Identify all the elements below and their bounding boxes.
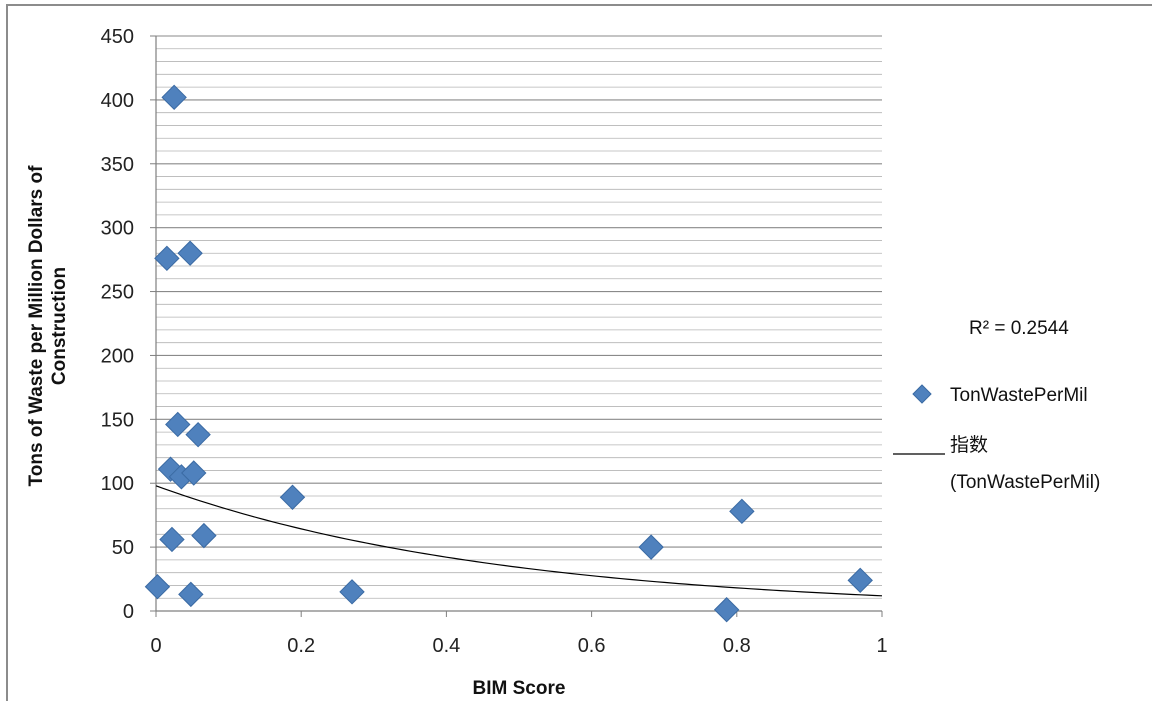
y-tick-label: 0 <box>123 601 134 623</box>
y-axis-title-line1: Tons of Waste per Million Dollars of <box>26 165 47 487</box>
data-point-diamond <box>638 534 664 560</box>
y-tick-label: 300 <box>101 218 134 240</box>
data-point-diamond <box>165 411 191 438</box>
y-tick-label: 200 <box>101 345 134 367</box>
gridlines <box>156 35 882 599</box>
legend-diamond-marker <box>912 384 932 404</box>
data-point-diamond <box>847 567 873 594</box>
legend-trend-label-line1: 指数 <box>950 434 988 456</box>
data-point-diamond <box>157 456 184 482</box>
data-point-diamond <box>144 574 171 600</box>
x-tick-label: 0 <box>150 635 161 657</box>
r-squared-label: R² = 0.2544 <box>969 318 1069 339</box>
data-point-diamond <box>185 421 211 448</box>
x-tick-label: 0.8 <box>723 635 751 657</box>
y-tick-label: 350 <box>101 154 134 176</box>
exponential-trendline <box>155 485 883 597</box>
x-tick-label: 1 <box>876 635 887 657</box>
data-point-diamond <box>159 526 185 553</box>
legend: TonWastePerMil 指数 (TonWastePerMil) <box>893 384 1100 493</box>
data-point-diamond <box>161 84 187 111</box>
y-tick-label: 250 <box>101 282 134 304</box>
data-point-diamond <box>729 498 755 525</box>
data-point-diamond <box>191 522 217 549</box>
y-tick-label: 100 <box>101 473 134 495</box>
data-points <box>144 84 873 623</box>
x-tick-label: 0.4 <box>432 635 460 657</box>
y-tick-labels: 0 50 100 150 200 250 300 350 400 450 <box>101 26 134 623</box>
data-point-diamond <box>177 240 203 266</box>
x-tick-labels: 0 0.2 0.4 0.6 0.8 1 <box>150 635 887 657</box>
y-axis-title-line2: Construction <box>49 267 70 385</box>
legend-series-label: TonWastePerMil <box>950 385 1088 406</box>
trendline-layer <box>155 485 883 597</box>
y-tick-label: 450 <box>101 26 134 48</box>
data-point-diamond <box>178 581 204 608</box>
legend-trend-label-line2: (TonWastePerMil) <box>950 472 1100 493</box>
y-tick-label: 400 <box>101 90 134 112</box>
x-tick-label: 0.2 <box>287 635 315 657</box>
x-tick-label: 0.6 <box>578 635 606 657</box>
chart-frame <box>6 4 1152 701</box>
data-point-diamond <box>713 597 740 623</box>
data-point-diamond <box>154 245 180 272</box>
y-tick-label: 150 <box>101 409 134 431</box>
data-point-diamond <box>279 484 306 510</box>
data-point-diamond <box>339 579 365 605</box>
x-axis-title: BIM Score <box>473 678 566 699</box>
data-point-diamond <box>181 460 207 486</box>
y-tick-label: 50 <box>112 537 134 559</box>
axes <box>150 35 883 617</box>
